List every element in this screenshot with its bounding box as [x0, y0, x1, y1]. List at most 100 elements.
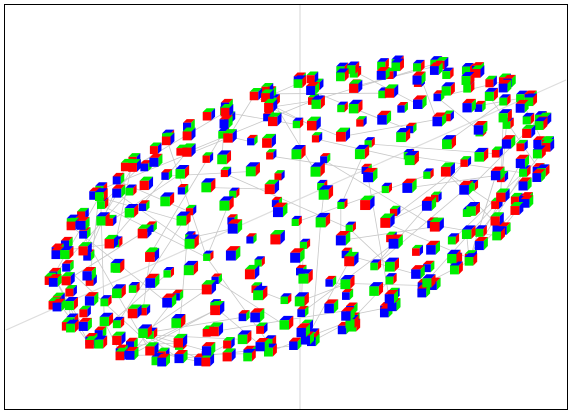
cube-face: [391, 62, 400, 71]
cube-face: [94, 340, 103, 349]
cube-face: [97, 201, 105, 209]
cube-face: [397, 105, 404, 112]
cube-face: [462, 230, 471, 239]
cube-face: [297, 328, 306, 337]
cube-face: [312, 135, 319, 142]
cube-face: [121, 163, 130, 172]
cube-face: [95, 192, 104, 201]
cube-face: [113, 176, 121, 184]
cube-face: [290, 253, 300, 263]
cube-face: [223, 341, 231, 349]
cube-face: [262, 138, 272, 148]
cube-face: [250, 92, 258, 101]
cube-face: [523, 116, 531, 124]
cube-face: [432, 117, 442, 127]
cube-face: [138, 229, 148, 239]
cube-face: [462, 103, 471, 112]
cube-face: [105, 239, 114, 248]
cube-face: [338, 326, 347, 335]
cube-face: [442, 139, 452, 149]
cube-face: [316, 217, 326, 227]
cube-face: [125, 208, 134, 217]
cube-face: [325, 279, 332, 286]
cube-face: [226, 251, 236, 261]
cube-face: [370, 263, 377, 270]
cube-face: [341, 311, 350, 320]
cube-face: [433, 94, 440, 101]
cube-face: [417, 289, 426, 298]
cube-face: [217, 155, 227, 165]
cube-face: [145, 252, 155, 262]
cube-face: [442, 86, 451, 95]
cube-face: [149, 158, 158, 167]
cube-face: [182, 148, 191, 157]
cube-face: [465, 257, 474, 266]
cube-face: [492, 232, 501, 241]
cube-face: [422, 201, 432, 211]
cube-face: [145, 278, 155, 288]
cube-face: [385, 277, 393, 285]
cube-face: [265, 184, 275, 194]
cube-face: [96, 216, 105, 225]
cube-face: [475, 241, 484, 250]
cube-face: [311, 167, 321, 177]
cube-face: [113, 320, 121, 328]
cube-face: [79, 231, 87, 239]
cube-face: [279, 320, 289, 330]
cube-face: [246, 236, 253, 243]
cube-face: [221, 108, 230, 117]
cube-face: [61, 250, 70, 259]
cube-face: [385, 294, 394, 303]
cube-face: [210, 305, 220, 315]
cube-face: [116, 352, 125, 361]
cube-face: [516, 143, 524, 151]
cube-face: [161, 172, 168, 179]
cube-face: [388, 302, 397, 311]
cube-face: [491, 201, 499, 209]
cube-face: [292, 219, 299, 226]
cube-face: [324, 304, 334, 314]
cube-face: [363, 172, 373, 182]
cube-face: [377, 71, 386, 80]
cube-face: [319, 190, 329, 200]
cube-face: [475, 229, 483, 237]
cube-face: [77, 221, 86, 230]
cube-face: [85, 340, 94, 349]
cube-face: [311, 100, 320, 109]
cube-face: [492, 150, 500, 158]
cube-face: [405, 155, 415, 165]
cube-face: [459, 185, 469, 195]
cube-face: [448, 237, 456, 245]
cube-face: [485, 92, 494, 101]
cube-face: [336, 132, 346, 142]
cube-face: [422, 278, 431, 287]
cube-face: [256, 326, 264, 334]
cube-face: [411, 269, 420, 278]
cube-face: [171, 318, 181, 328]
cube-face: [402, 183, 412, 193]
cube-face: [450, 265, 459, 274]
cube-face: [178, 187, 185, 194]
cube-face: [65, 301, 74, 310]
cube-face: [281, 297, 288, 304]
cube-face: [413, 100, 422, 109]
cube-face: [140, 164, 148, 172]
cube-face: [360, 200, 370, 210]
cube-face: [245, 269, 255, 279]
cube-face: [535, 121, 544, 130]
cube-face: [78, 246, 87, 255]
cube-face: [228, 224, 238, 234]
cube-face: [519, 181, 528, 190]
cube-face: [49, 278, 58, 287]
cube-face: [246, 167, 256, 177]
cube-face: [532, 173, 541, 182]
cube-face: [162, 298, 172, 308]
cube-face: [194, 357, 203, 366]
cube-face: [238, 335, 247, 344]
cube-face: [340, 279, 350, 289]
cube-face: [129, 285, 136, 292]
cube-face: [460, 160, 467, 167]
cube-face: [430, 222, 440, 232]
cube-face: [53, 303, 62, 312]
cube-face: [66, 324, 75, 333]
